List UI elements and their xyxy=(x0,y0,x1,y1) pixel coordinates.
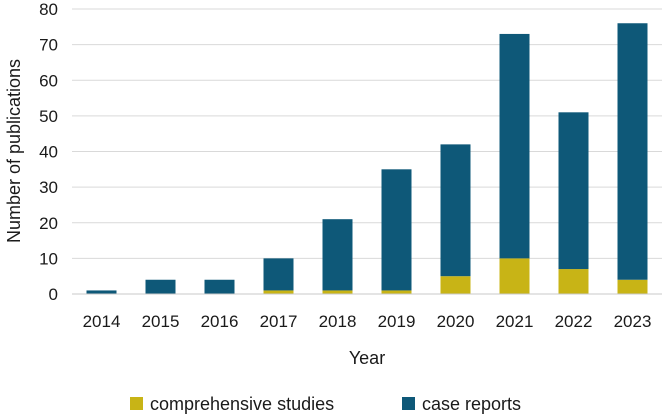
bar-case-reports-2018 xyxy=(322,219,353,291)
bar-case-reports-2021 xyxy=(499,33,530,259)
legend-label-case-reports: case reports xyxy=(422,394,521,414)
x-tick-label: 2020 xyxy=(437,312,475,331)
bar-comprehensive-studies-2023 xyxy=(617,279,648,294)
legend-swatch-comprehensive-studies xyxy=(130,397,143,410)
bar-comprehensive-studies-2021 xyxy=(499,258,530,294)
x-tick-label: 2018 xyxy=(319,312,357,331)
bar-case-reports-2016 xyxy=(204,279,235,294)
bar-case-reports-2019 xyxy=(381,169,412,291)
y-tick-label: 40 xyxy=(39,143,58,162)
y-tick-label: 20 xyxy=(39,214,58,233)
y-axis-ticks: 0 10 20 30 40 50 60 70 80 xyxy=(39,0,58,304)
bar-case-reports-2017 xyxy=(263,258,294,291)
y-tick-label: 50 xyxy=(39,107,58,126)
legend-label-comprehensive-studies: comprehensive studies xyxy=(150,394,334,414)
y-tick-label: 80 xyxy=(39,0,58,19)
x-tick-label: 2023 xyxy=(614,312,652,331)
legend: comprehensive studies case reports xyxy=(130,394,521,414)
gridlines xyxy=(72,8,662,259)
bar-case-reports-2023 xyxy=(617,23,648,280)
bar-comprehensive-studies-2017 xyxy=(263,290,294,294)
bar-comprehensive-studies-2018 xyxy=(322,290,353,294)
x-tick-label: 2014 xyxy=(83,312,121,331)
x-tick-label: 2015 xyxy=(142,312,180,331)
y-tick-label: 30 xyxy=(39,178,58,197)
y-tick-label: 70 xyxy=(39,36,58,55)
legend-swatch-case-reports xyxy=(402,397,415,410)
x-tick-label: 2022 xyxy=(555,312,593,331)
bar-case-reports-2020 xyxy=(440,144,471,277)
x-tick-label: 2021 xyxy=(496,312,534,331)
bar-comprehensive-studies-2020 xyxy=(440,276,471,294)
y-tick-label: 10 xyxy=(39,249,58,268)
x-axis-title: Year xyxy=(349,348,385,368)
y-axis-title: Number of publications xyxy=(4,59,24,243)
x-tick-label: 2017 xyxy=(260,312,298,331)
bar-case-reports-2015 xyxy=(145,279,176,294)
x-tick-label: 2019 xyxy=(378,312,416,331)
bar-comprehensive-studies-2019 xyxy=(381,290,412,294)
bar-comprehensive-studies-2022 xyxy=(558,269,589,294)
y-tick-label: 0 xyxy=(49,285,58,304)
bar-case-reports-2014 xyxy=(86,290,117,294)
x-axis-ticks: 2014 2015 2016 2017 2018 2019 2020 2021 2022 2023 xyxy=(83,312,652,331)
y-tick-label: 60 xyxy=(39,71,58,90)
x-tick-label: 2016 xyxy=(201,312,239,331)
bars xyxy=(86,23,648,294)
bar-case-reports-2022 xyxy=(558,112,589,270)
